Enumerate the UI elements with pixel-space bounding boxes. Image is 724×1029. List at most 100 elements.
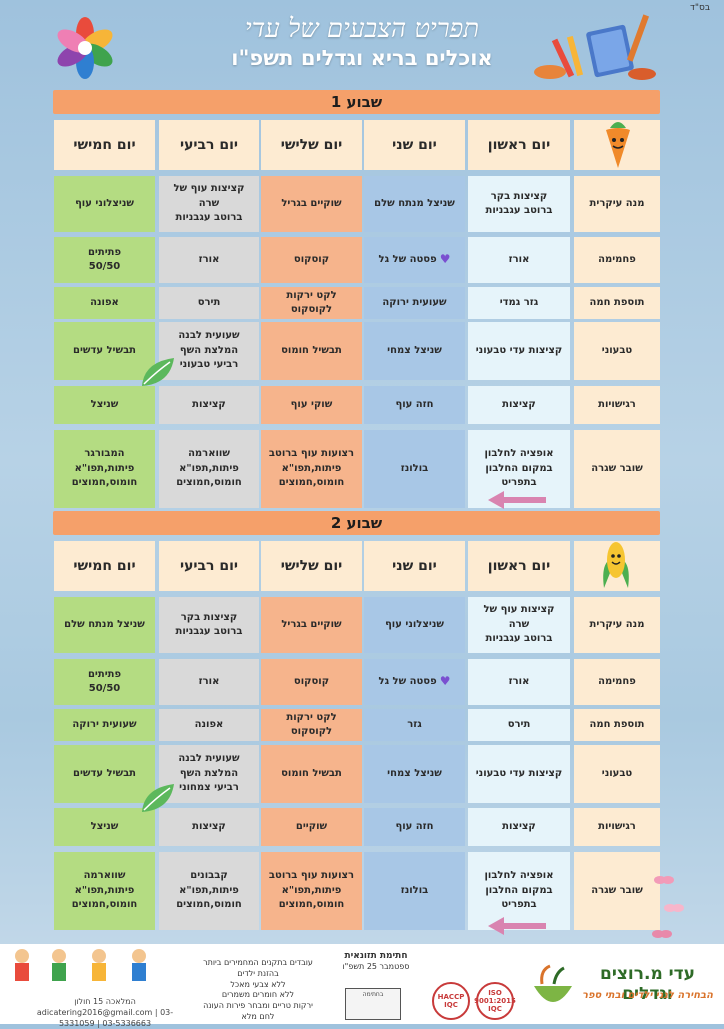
menu-cell-routine-breaker-wednesday: קבבונים פיתות,תפו"א חומוס,חמוצים [159, 852, 259, 930]
menu-cell-main-dish-sunday: קציצות עוף של שרה ברוטב עגבניות [468, 597, 570, 653]
menu-cell-routine-breaker-sunday: אופציה לחלבון במקום החלבון בתפריט [468, 852, 570, 930]
menu-cell-carbohydrate-monday: פסטה של גל ♥ [364, 237, 465, 283]
bowl-logo-icon [534, 964, 572, 1002]
menu-cell-carbohydrate-wednesday: אורז [159, 659, 259, 705]
doc-tag: בס"ד [690, 3, 711, 13]
menu-cell-carbohydrate-sunday: אורז [468, 659, 570, 705]
row-label-vegan: טבעוני [574, 745, 660, 803]
menu-cell-vegan-monday: שניצל צמחי [364, 322, 465, 380]
menu-cell-hot-side-tuesday: לקט ירקות לקוסקוס [261, 709, 362, 741]
brand-name: עדי מ.רוצים וגדלים [599, 964, 695, 1004]
menu-cell-sensitivities-wednesday: קציצות [159, 386, 259, 424]
menu-cell-sensitivities-sunday: קציצות [468, 386, 570, 424]
menu-cell-routine-breaker-monday: בולונז [364, 430, 465, 508]
row-label-main-dish: מנה עיקרית [574, 597, 660, 653]
hands-logo-icon [57, 17, 113, 79]
week-2-bar: שבוע 2 [53, 511, 660, 535]
address: המלאכה 15 חולון [74, 997, 136, 1006]
menu-cell-carbohydrate-thursday: פתיתים 50/50 [54, 659, 155, 705]
menu-cell-hot-side-thursday: שעועית ירוקה [54, 709, 155, 741]
row-label-hot-side: תוספת חמה [574, 709, 660, 741]
menu-cell-main-dish-tuesday: שוקיים בגריל [261, 176, 362, 232]
commitment-item: עובדים בתקנים המחמירים ביותר [203, 958, 313, 967]
day-header-thursday: יום חמישי [54, 541, 155, 591]
phone-2[interactable]: 03-5336663 [102, 1018, 152, 1028]
menu-cell-vegan-tuesday: תבשיל חומוס [261, 745, 362, 803]
menu-cell-carbohydrate-thursday: פתיתים 50/50 [54, 237, 155, 283]
menu-cell-sensitivities-sunday: קציצות [468, 808, 570, 846]
menu-subtitle: אוכלים בריא וגדלים תשפ"ו [231, 46, 493, 70]
menu-cell-sensitivities-monday: חזה עוף [364, 808, 465, 846]
menu-cell-hot-side-monday: גזר [364, 709, 465, 741]
menu-cell-carbohydrate-tuesday: קוסקוס [261, 237, 362, 283]
menu-cell-vegan-wednesday: שעועית לבנה המלצת השף רביעי טבעוני [159, 322, 259, 380]
row-label-sensitivities: רגישויות [574, 386, 660, 424]
corn-mascot-icon [603, 542, 629, 588]
menu-cell-sensitivities-tuesday: שוקיים [261, 808, 362, 846]
haccp-seal: HACCP IQC [432, 982, 470, 1020]
day-header-wednesday: יום רביעי [159, 120, 259, 170]
menu-cell-hot-side-wednesday: תירס [159, 287, 259, 319]
menu-cell-sensitivities-wednesday: קציצות [159, 808, 259, 846]
day-header-thursday: יום חמישי [54, 120, 155, 170]
school-supplies-icon [534, 14, 656, 80]
menu-cell-main-dish-wednesday: קציצות בקר ברוטב עגבניות [159, 597, 259, 653]
day-header-monday: יום שני [364, 541, 465, 591]
menu-cell-vegan-monday: שניצל צמחי [364, 745, 465, 803]
menu-cell-vegan-wednesday: שעועית לבנה המלצת השף רביעי צמחוני [159, 745, 259, 803]
menu-cell-routine-breaker-tuesday: רצועות עוף ברוטב פיתות,תפו"א חומוס,חמוצי… [261, 852, 362, 930]
menu-cell-main-dish-monday: שניצלוני עוף [364, 597, 465, 653]
commitment-list: עובדים בתקנים המחמירים ביותר בהזנת ילדים… [178, 958, 338, 1023]
menu-cell-main-dish-thursday: שניצל מנתח שלם [54, 597, 155, 653]
commitment-item: לחם מלא [241, 1011, 275, 1021]
arrow-left-icon [488, 917, 546, 935]
menu-title: תפריט הצבעים של עדי [244, 14, 480, 44]
menu-cell-sensitivities-tuesday: שוקי עוף [261, 386, 362, 424]
heart-icon: ♥ [439, 674, 451, 689]
commitment-item: בהזנת ילדים [237, 968, 279, 978]
menu-cell-carbohydrate-tuesday: קוסקוס [261, 659, 362, 705]
menu-cell-carbohydrate-monday: פסטה של גל ♥ [364, 659, 465, 705]
kids-illustration-icon [15, 949, 146, 981]
menu-cell-routine-breaker-monday: בולונז [364, 852, 465, 930]
day-header-tuesday: יום שלישי [261, 120, 362, 170]
menu-cell-sensitivities-monday: חזה עוף [364, 386, 465, 424]
nutritionist-block: חתימת תזונאית ספטמבר 25 תשפ"ו [340, 950, 412, 973]
brand-slogan: הבחירה לגני ילדים ובתי ספר [581, 990, 714, 1001]
commitment-item: ירקות טריים ומבחר פירות העונה [203, 1001, 313, 1011]
menu-cell-hot-side-tuesday: לקט ירקות לקוסקוס [261, 287, 362, 319]
day-header-wednesday: יום רביעי [159, 541, 259, 591]
row-label-sensitivities: רגישויות [574, 808, 660, 846]
menu-cell-carbohydrate-sunday: אורז [468, 237, 570, 283]
day-header-sunday: יום ראשון [468, 120, 570, 170]
commitment-item: ללא צבעי מאכל [230, 979, 286, 989]
day-header-tuesday: יום שלישי [261, 541, 362, 591]
menu-cell-routine-breaker-thursday: המבורגר פיתות,תפו"א חומוס,חמוצים [54, 430, 155, 508]
butterflies-icon [652, 876, 684, 938]
contact-line: המלאכה 15 חולון adicatering2016@gmail.co… [36, 997, 174, 1028]
row-label-routine-breaker: שובר שגרה [574, 852, 660, 930]
day-header-monday: יום שני [364, 120, 465, 170]
menu-cell-main-dish-tuesday: שוקיים בגריל [261, 597, 362, 653]
menu-cell-routine-breaker-tuesday: רצועות עוף ברוטב פיתות,תפו"א חומוס,חמוצי… [261, 430, 362, 508]
row-label-main-dish: מנה עיקרית [574, 176, 660, 232]
menu-cell-routine-breaker-thursday: שווארמה פיתות,תפו"א חומוס,חמוצים [54, 852, 155, 930]
menu-cell-sensitivities-thursday: שניצל [54, 386, 155, 424]
iso-seal: ISO 9001:2015 IQC [474, 982, 516, 1020]
email-link[interactable]: adicatering2016@gmail.com [36, 1007, 153, 1017]
arrow-left-icon [488, 491, 546, 509]
nutritionist-date: ספטמבר 25 תשפ"ו [342, 962, 410, 972]
menu-cell-main-dish-sunday: קציצות בקר ברוטב עגבניות [468, 176, 570, 232]
row-label-hot-side: תוספת חמה [574, 287, 660, 319]
menu-cell-hot-side-wednesday: אפונה [159, 709, 259, 741]
menu-cell-vegan-sunday: קציצות עדי טבעוני [468, 322, 570, 380]
row-label-routine-breaker: שובר שגרה [574, 430, 660, 508]
menu-cell-vegan-thursday: תבשיל עדשים [54, 745, 155, 803]
carrot-mascot-icon [606, 122, 630, 168]
menu-cell-vegan-tuesday: תבשיל חומוס [261, 322, 362, 380]
menu-cell-vegan-sunday: קציצות עדי טבעוני [468, 745, 570, 803]
footer: המלאכה 15 חולון adicatering2016@gmail.co… [0, 944, 724, 1028]
phone-1[interactable]: 03-5331059 [58, 1007, 174, 1028]
menu-cell-carbohydrate-wednesday: אורז [159, 237, 259, 283]
menu-cell-hot-side-sunday: גזר גמדי [468, 287, 570, 319]
